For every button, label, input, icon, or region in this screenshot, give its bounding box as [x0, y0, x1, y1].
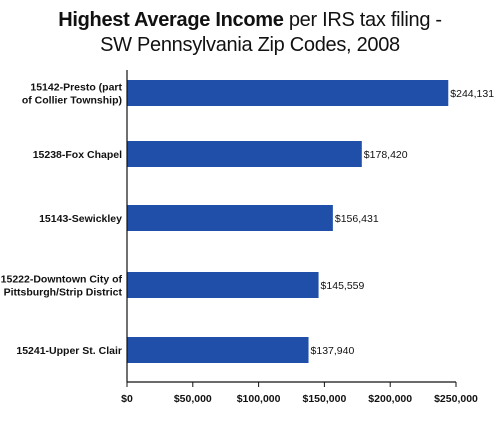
x-tick-label: $100,000	[237, 393, 281, 405]
bar	[127, 337, 309, 363]
value-label: $145,559	[321, 280, 365, 292]
x-tick-label: $50,000	[174, 393, 212, 405]
bar	[127, 205, 333, 231]
chart-title: Highest Average Income per IRS tax filin…	[0, 8, 500, 58]
category-label: 15143-Sewickley	[39, 213, 122, 225]
category-label: 15241-Upper St. Clair	[16, 345, 122, 357]
category-label: of Collier Township)	[22, 95, 122, 107]
value-label: $137,940	[311, 345, 355, 357]
chart-subtitle: SW Pennsylvania Zip Codes, 2008	[100, 34, 400, 56]
bar	[127, 141, 362, 167]
category-label: 15142-Presto (part	[30, 82, 122, 94]
value-label: $156,431	[335, 213, 379, 225]
x-tick-label: $0	[121, 393, 133, 405]
category-label: Pittsburgh/Strip District	[4, 287, 123, 299]
x-tick-label: $250,000	[434, 393, 478, 405]
value-label: $244,131	[450, 88, 494, 100]
bar	[127, 80, 449, 106]
bar	[127, 272, 319, 298]
category-label: 15222-Downtown City of	[1, 274, 123, 286]
x-tick-label: $200,000	[368, 393, 412, 405]
value-label: $178,420	[364, 149, 408, 161]
chart-title-rest: per IRS tax filing -	[283, 9, 442, 31]
category-label: 15238-Fox Chapel	[33, 149, 122, 161]
chart-title-bold: Highest Average Income	[58, 9, 284, 31]
x-tick-label: $150,000	[303, 393, 347, 405]
